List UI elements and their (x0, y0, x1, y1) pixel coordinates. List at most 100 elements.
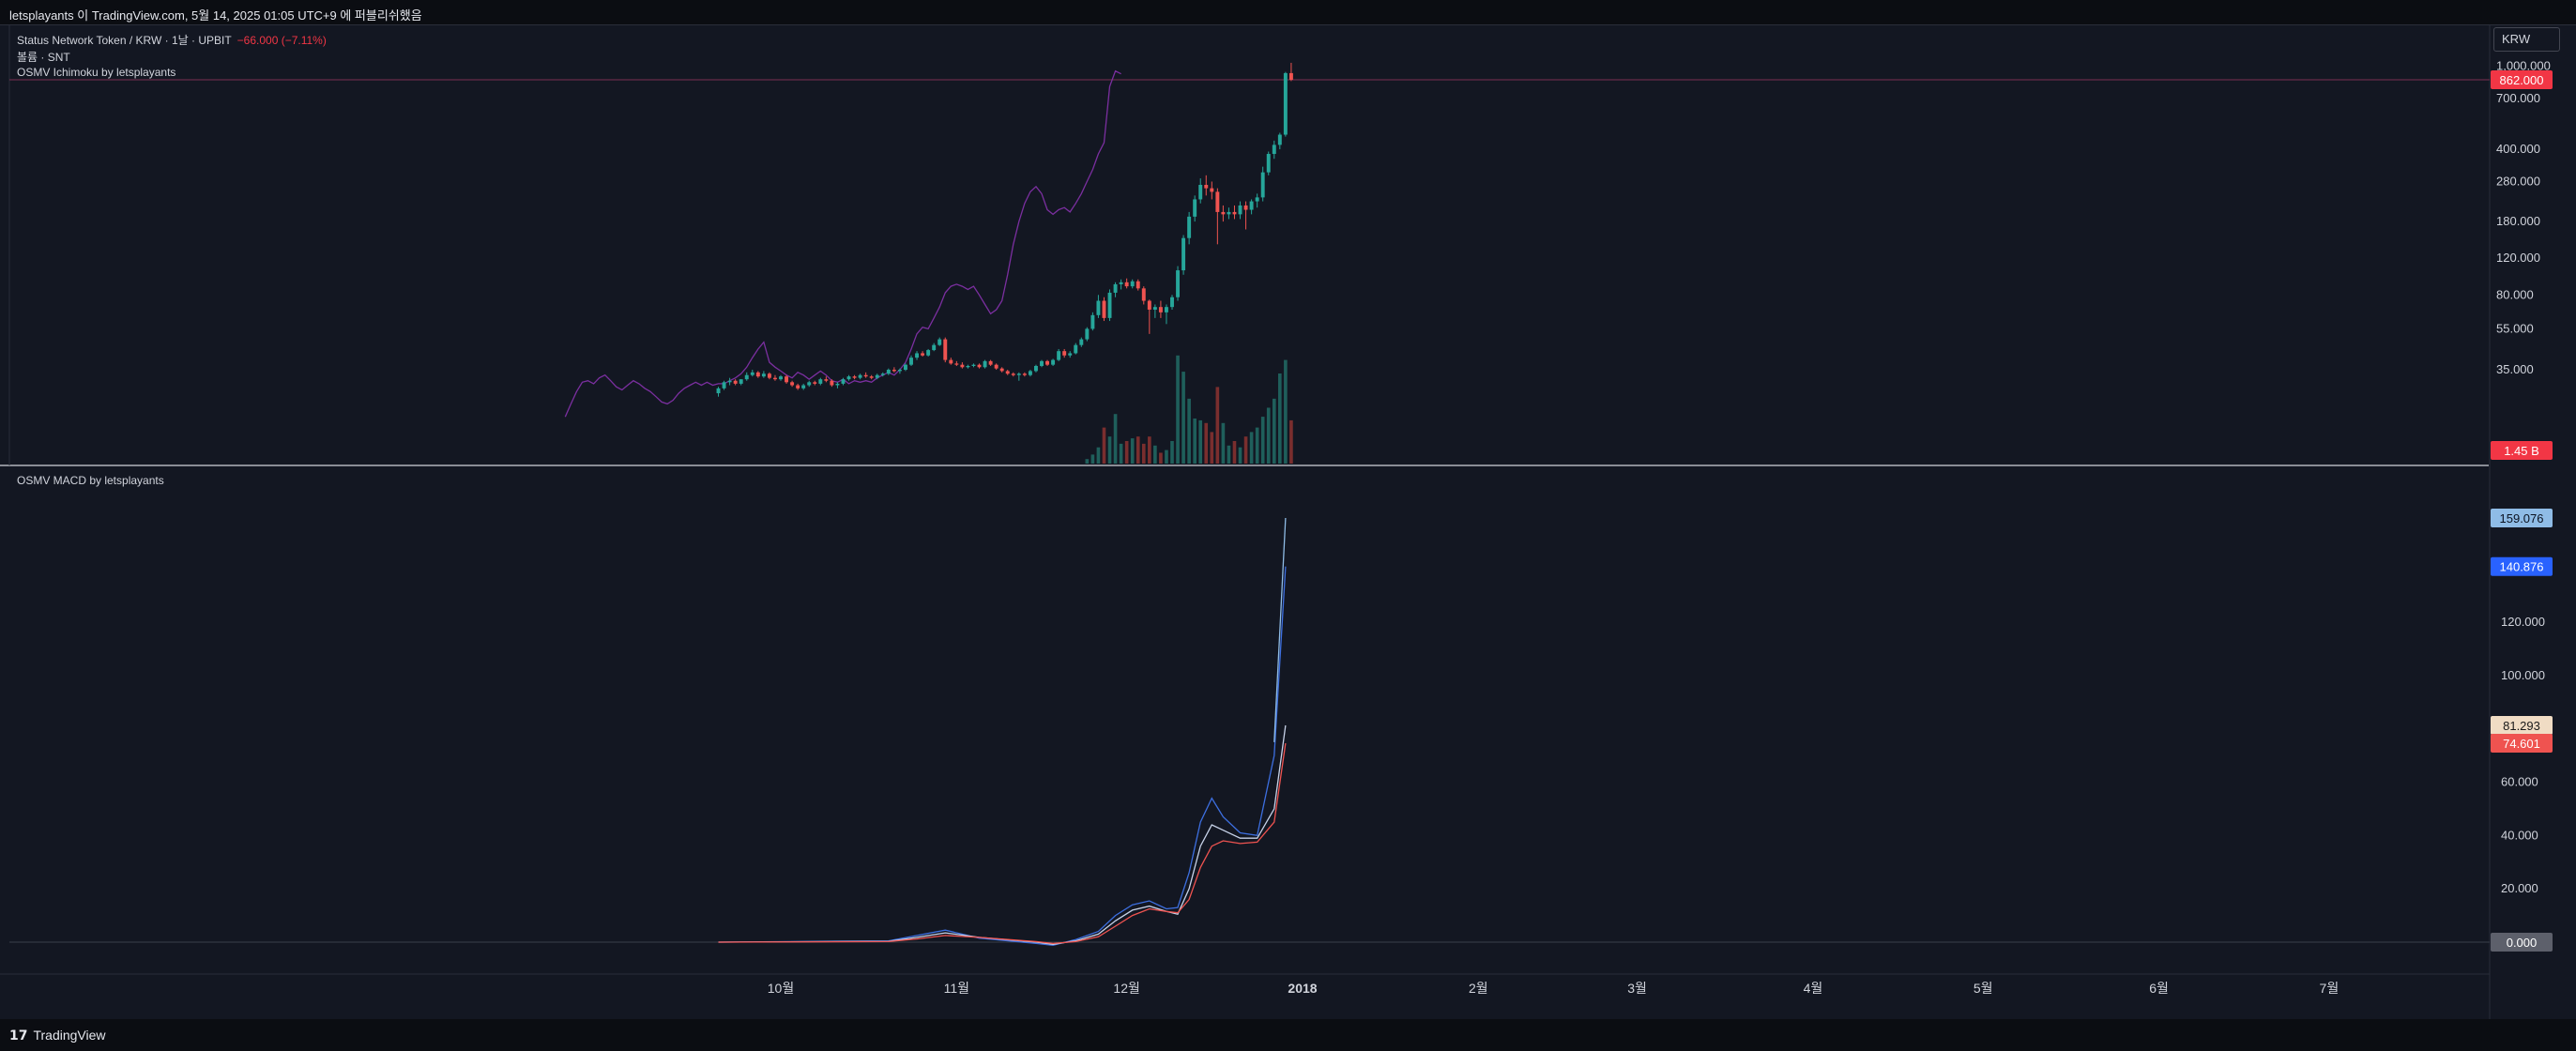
volume-legend[interactable]: 볼륨 · SNT (17, 51, 70, 64)
candle-body (1022, 373, 1027, 375)
candle-body (830, 380, 834, 386)
volume-bar (1165, 449, 1168, 464)
macd-value-badge: 140.876 (2500, 560, 2544, 574)
volume-bar (1090, 454, 1095, 464)
time-axis-label: 6월 (2149, 981, 2169, 996)
candle-body (1068, 353, 1073, 356)
candle-body (1005, 371, 1010, 374)
candle-body (1255, 197, 1259, 202)
candle-body (903, 364, 907, 371)
candle-body (1062, 351, 1067, 356)
volume-bar (1119, 443, 1123, 464)
candle-body (1164, 307, 1168, 312)
last-price-badge-bg (2491, 70, 2553, 90)
candle-body (1051, 359, 1056, 365)
volume-bar (1243, 436, 1248, 464)
currency-selector[interactable]: KRW (2493, 27, 2560, 52)
candle-body (1090, 314, 1095, 329)
tradingview-logo[interactable]: 17 TradingView (9, 1028, 106, 1043)
macd-series-upper_line (1273, 517, 1287, 742)
chart-canvas[interactable]: 1,000.000 700.000 400.000 280.000 180.000 120… (0, 24, 2576, 1019)
candle-body (790, 382, 795, 386)
macd-tick-label: 100.000 (2501, 668, 2545, 682)
volume-bar (1181, 372, 1185, 464)
tradingview-brand: TradingView (33, 1028, 106, 1043)
volume-bar (1215, 387, 1220, 464)
time-axis-label: 2018 (1288, 981, 1317, 996)
candle-body (1107, 292, 1112, 318)
volume-bar (1249, 432, 1254, 464)
candle-body (954, 363, 959, 365)
candle-body (841, 379, 846, 384)
symbol-legend[interactable]: Status Network Token / KRW · 1날 · UPBIT −… (17, 32, 327, 48)
volume-bar (1232, 441, 1237, 464)
volume-bar (1204, 422, 1209, 464)
candle-body (1074, 344, 1078, 354)
candle-body (1147, 300, 1151, 310)
candle-body (846, 376, 851, 380)
volume-bar (1278, 373, 1282, 464)
volume-bar (1130, 438, 1135, 464)
candle-body (858, 374, 862, 378)
macd-tick-label: 20.000 (2501, 881, 2538, 895)
candle-body (926, 350, 931, 356)
volume-bar (1227, 445, 1231, 464)
candle-body (1057, 351, 1061, 360)
volume-bar (1238, 447, 1242, 464)
time-axis-label: 7월 (2320, 981, 2340, 996)
price-tick-label: 35.000 (2496, 362, 2534, 376)
last-price-badge: 862.000 (2500, 73, 2544, 87)
candle-body (966, 365, 970, 368)
macd-tick-label: 60.000 (2501, 775, 2538, 789)
ichimoku-legend[interactable]: OSMV Ichimoku by letsplayants (17, 66, 176, 79)
candle-body (1260, 172, 1265, 198)
volume-bar (1198, 419, 1203, 464)
candle-body (960, 364, 965, 368)
time-axis-label: 3월 (1627, 981, 1647, 996)
volume-bar (1289, 419, 1293, 464)
candle-body (727, 380, 732, 383)
candle-body (733, 380, 738, 384)
macd-series-macd (718, 566, 1287, 947)
macd-legend[interactable]: OSMV MACD by letsplayants (17, 474, 164, 487)
candle-body (1136, 281, 1140, 289)
candle-body (779, 376, 783, 380)
candle-body (977, 364, 982, 368)
candle-body (1033, 365, 1038, 372)
candle-body (852, 376, 857, 378)
candle-body (1152, 307, 1157, 310)
volume-bar (1102, 427, 1106, 464)
price-tick-label: 120.000 (2496, 251, 2540, 265)
volume-bar (1124, 441, 1129, 464)
macd-value-badge-bg (2491, 716, 2553, 736)
candle-body (744, 374, 749, 380)
candle-body (796, 385, 800, 388)
candle-body (755, 372, 760, 377)
candle-body (835, 383, 840, 386)
candle-body (1204, 184, 1209, 189)
candle-body (1102, 300, 1106, 318)
candle-body (1096, 300, 1101, 315)
candle-body (785, 376, 789, 383)
volume-bar (1159, 452, 1163, 464)
candle-body (801, 385, 806, 388)
candle-body (1040, 360, 1044, 366)
macd-series-hist_line (718, 724, 1287, 945)
candle-body (1130, 281, 1135, 287)
candle-body (1176, 270, 1181, 297)
candle-body (1113, 283, 1118, 293)
time-axis-label: 10월 (768, 981, 794, 996)
price-change: −66.000 (−7.11%) (236, 34, 327, 47)
candle-body (1028, 371, 1032, 375)
time-axis-label: 12월 (1113, 981, 1139, 996)
candle-body (971, 364, 976, 366)
candle-body (818, 379, 823, 384)
candle-body (1045, 360, 1050, 365)
volume-bar (1266, 407, 1271, 464)
candle-body (1079, 339, 1084, 345)
candle-body (1141, 288, 1146, 301)
candle-body (937, 339, 942, 345)
time-axis-label: 5월 (1974, 981, 1993, 996)
macd-value-badge-bg (2491, 509, 2553, 527)
volume-bar (1260, 417, 1265, 464)
